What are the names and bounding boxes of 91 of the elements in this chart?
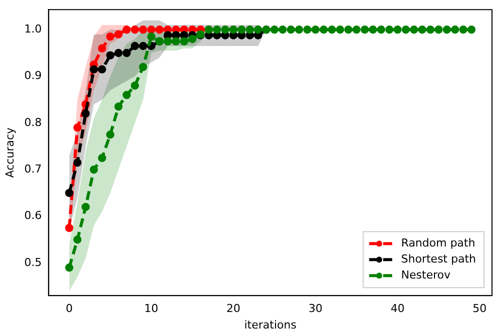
point [98,44,106,52]
point [238,26,246,34]
point [172,37,180,46]
point [106,32,114,41]
point [385,26,394,34]
y-tick-label: 1.0 [24,22,42,36]
point [229,26,238,34]
point [229,31,238,40]
point [180,37,188,46]
point [221,26,230,34]
point [320,26,328,34]
point [188,34,196,44]
point [360,26,369,34]
point [450,26,460,34]
point [212,26,222,34]
point [164,37,172,46]
point [106,130,114,139]
y-tick-label: 0.5 [24,256,42,269]
point [164,31,172,40]
y-tick-label: 0.7 [24,162,42,176]
point [434,26,443,34]
point [467,26,476,34]
x-tick-label: 30 [308,302,322,316]
point [172,31,180,40]
point [155,26,164,34]
point [402,26,410,34]
point [122,48,131,58]
point [114,30,123,38]
point [180,31,188,40]
point [204,31,213,40]
legend-label: Shortest path [401,252,476,266]
point [106,51,114,60]
x-tick-label: 40 [390,302,405,316]
point [377,26,386,34]
point [139,26,148,34]
point [114,48,123,58]
point [426,26,435,34]
x-axis-title: iterations [244,318,297,332]
point [246,31,254,40]
point [278,26,287,34]
point [254,26,262,34]
x-tick-label: 10 [144,302,158,316]
point [82,110,90,118]
point [286,26,295,34]
y-axis-title: Accuracy [3,127,16,178]
point [352,26,361,34]
y-tick-label: 0.8 [24,116,42,129]
point [122,90,131,100]
point [459,26,468,34]
x-tick-label: 50 [472,302,487,316]
point [442,26,451,34]
point [65,264,74,272]
point [238,31,246,40]
point [393,26,402,34]
point [294,26,304,34]
point [130,26,139,34]
point [139,42,148,50]
y-tick-label: 0.9 [24,69,42,82]
point [418,26,426,34]
point [90,65,98,74]
point [221,31,230,40]
legend-label: Nesterov [401,268,451,282]
point [246,26,254,34]
point [270,26,279,34]
point [82,202,90,212]
y-tick-label: 0.6 [24,209,42,222]
point [344,26,352,34]
point [368,26,378,34]
point [130,82,139,90]
point [311,26,320,34]
x-tick-label: 0 [66,302,73,316]
point [328,26,336,34]
point [303,26,312,34]
point [73,158,82,167]
point [98,65,106,74]
point [73,236,82,244]
point [147,32,156,41]
point [139,62,148,72]
point [98,154,106,162]
point [114,102,123,111]
point [65,224,74,232]
point [130,42,139,50]
legend-label: Random path [401,236,476,250]
point [336,26,344,34]
point [73,124,82,132]
point [122,26,131,34]
point [65,188,74,198]
x-tick-label: 20 [226,302,240,316]
point [90,166,98,174]
point [410,26,418,34]
point [147,26,156,34]
